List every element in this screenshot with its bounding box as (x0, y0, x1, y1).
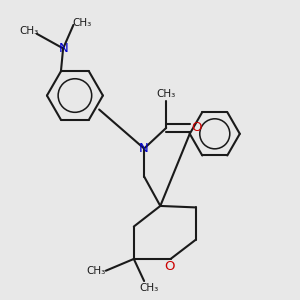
Text: CH₃: CH₃ (139, 283, 158, 292)
Text: CH₃: CH₃ (157, 89, 176, 99)
Text: N: N (58, 42, 68, 55)
Text: O: O (191, 122, 202, 134)
Text: N: N (139, 142, 149, 155)
Text: CH₃: CH₃ (20, 26, 39, 36)
Text: O: O (164, 260, 174, 273)
Text: CH₃: CH₃ (86, 266, 105, 276)
Text: CH₃: CH₃ (73, 18, 92, 28)
